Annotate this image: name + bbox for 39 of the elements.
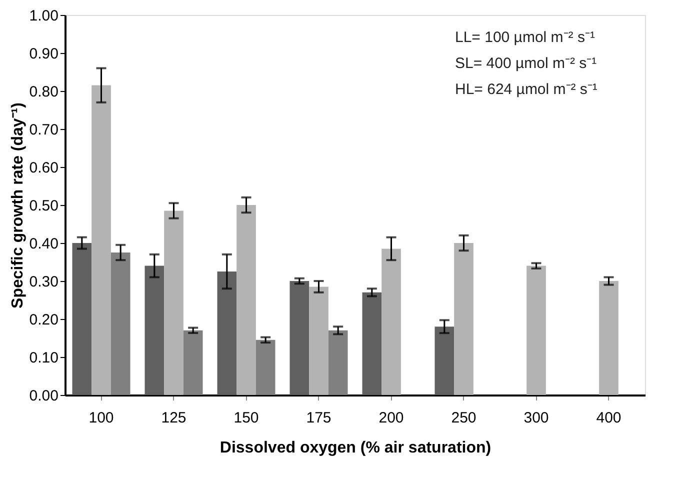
x-tick-label: 125	[161, 410, 186, 426]
y-tick-label: 0.40	[29, 236, 58, 252]
bar	[72, 243, 92, 395]
y-tick-label: 0.90	[29, 46, 58, 62]
y-tick-label: 0.20	[29, 312, 58, 328]
bar	[290, 281, 310, 395]
x-tick-label: 200	[378, 410, 404, 426]
bar	[454, 243, 474, 395]
y-axis-title: Specific growth rate (day⁻¹)	[9, 102, 26, 308]
bar	[236, 205, 256, 395]
bar	[92, 85, 111, 395]
bar	[217, 272, 237, 395]
x-tick-label: 250	[451, 410, 476, 426]
y-tick-label: 0.30	[29, 274, 58, 290]
bar	[110, 252, 130, 395]
y-tick-label: 0.00	[29, 388, 58, 404]
y-tick-label: 0.10	[29, 350, 58, 366]
annotation: SL= 400 µmol m⁻² s⁻¹	[455, 55, 597, 72]
bar	[164, 210, 184, 395]
bar	[144, 266, 164, 395]
x-tick-label: 400	[596, 410, 622, 426]
bar	[309, 286, 328, 395]
x-tick-label: 150	[234, 410, 259, 426]
annotation: HL= 624 µmol m⁻² s⁻¹	[455, 81, 598, 98]
x-tick-label: 300	[524, 410, 549, 426]
bar	[328, 330, 348, 395]
x-tick-label: 175	[306, 410, 332, 426]
bar	[382, 248, 401, 395]
y-tick-label: 0.50	[29, 198, 58, 214]
y-tick-label: 0.70	[29, 122, 58, 138]
y-tick-label: 1.00	[29, 8, 58, 24]
bar	[362, 292, 382, 395]
y-tick-label: 0.80	[29, 84, 58, 100]
bar	[434, 326, 454, 395]
x-tick-label: 100	[88, 410, 114, 426]
x-axis-title: Dissolved oxygen (% air saturation)	[220, 440, 492, 456]
annotation: LL= 100 µmol m⁻² s⁻¹	[455, 29, 595, 46]
y-tick-label: 0.60	[29, 160, 58, 176]
bar	[599, 281, 618, 395]
